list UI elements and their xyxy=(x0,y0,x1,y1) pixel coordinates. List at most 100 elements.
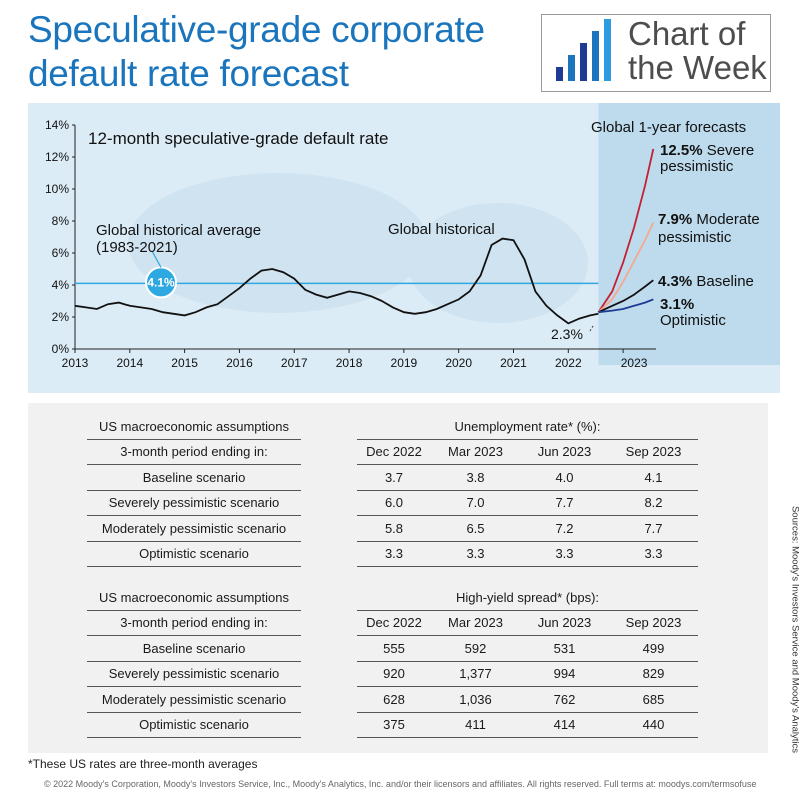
table-cell: 829 xyxy=(609,661,698,687)
table-cell: 685 xyxy=(609,686,698,713)
table-cell: 375 xyxy=(357,712,431,738)
table-row: Moderately pessimistic scenario 628 1,036 7… xyxy=(87,686,698,713)
table-cell: 7.2 xyxy=(520,515,609,542)
table-cell: 7.0 xyxy=(431,490,520,516)
table-row: Severely pessimistic scenario 6.0 7.0 7.7 8.… xyxy=(87,490,698,516)
table-row: Baseline scenario 3.7 3.8 4.0 4.1 xyxy=(87,464,698,491)
forecast-scenario-label-2: pessimistic xyxy=(658,229,732,246)
table-row: Optimistic scenario 375 411 414 440 xyxy=(87,712,698,738)
forecast-scenario-label: Moderate xyxy=(696,211,759,228)
spacer-cell xyxy=(301,541,357,567)
forecast-title: Global 1-year forecasts xyxy=(591,119,746,136)
series-line xyxy=(598,298,654,314)
historical-average-label: Global historical average xyxy=(96,222,261,239)
x-tick-label: 2013 xyxy=(62,356,89,370)
y-tick-label: 4% xyxy=(52,278,70,292)
spacer-cell xyxy=(301,516,357,542)
x-tick-label: 2015 xyxy=(171,356,198,370)
scenario-label: Severely pessimistic scenario xyxy=(87,661,301,687)
table-cell: 994 xyxy=(520,661,609,687)
table-cell: 3.7 xyxy=(357,464,431,491)
forecast-label: 7.9% Moderate xyxy=(658,211,760,228)
x-tick-label: 2014 xyxy=(116,356,143,370)
y-tick-label: 10% xyxy=(45,182,69,196)
y-tick-label: 2% xyxy=(52,310,70,324)
sources-text: Sources: Moody's Investors Service and M… xyxy=(789,505,800,754)
table-cell: 414 xyxy=(520,712,609,738)
y-tick-label: 0% xyxy=(52,342,70,356)
x-axis-band xyxy=(28,365,780,393)
spacer-cell xyxy=(301,490,357,516)
table-cell: 5.8 xyxy=(357,515,431,542)
forecast-scenario-label: Baseline xyxy=(696,273,754,290)
table-cell: 6.5 xyxy=(431,515,520,542)
forecast-value: 7.9% xyxy=(658,211,696,228)
spacer-cell xyxy=(301,465,357,491)
spacer-cell xyxy=(301,414,357,439)
forecast-label: 4.3% Baseline xyxy=(658,273,754,290)
scenario-label: Baseline scenario xyxy=(87,464,301,491)
series-line xyxy=(597,148,655,313)
spacer-cell xyxy=(301,712,357,738)
x-tick-label: 2018 xyxy=(336,356,363,370)
table-cell: 6.0 xyxy=(357,490,431,516)
sources-note: Sources: Moody's Investors Service and M… xyxy=(783,500,800,760)
series-line xyxy=(598,279,654,314)
badge-line-2: the Week xyxy=(628,49,767,86)
table-cell: 8.2 xyxy=(609,490,698,516)
scenario-label: Moderately pessimistic scenario xyxy=(87,686,301,713)
forecast-scenario-label: Optimistic xyxy=(660,312,726,329)
x-tick-label: 2016 xyxy=(226,356,253,370)
x-tick-label: 2022 xyxy=(555,356,582,370)
x-tick-label: 2017 xyxy=(281,356,308,370)
copyright: © 2022 Moody's Corporation, Moody's Inve… xyxy=(44,779,757,789)
scenario-label: Severely pessimistic scenario xyxy=(87,490,301,516)
forecast-label: 12.5% Severe xyxy=(660,142,754,159)
table-cell: 762 xyxy=(520,686,609,713)
table-cell: 531 xyxy=(520,635,609,662)
x-tick-label: 2021 xyxy=(500,356,527,370)
forecast-label: 3.1% xyxy=(660,296,694,313)
x-tick-label: 2020 xyxy=(445,356,472,370)
row-header: US macroeconomic assumptions xyxy=(87,414,301,440)
historical-average-leader xyxy=(151,250,162,268)
badge-line-1: Chart of xyxy=(628,15,746,52)
forecast-scenario-label: Severe xyxy=(707,142,755,159)
column-header: Jun 2023 xyxy=(520,610,609,636)
table-cell: 3.8 xyxy=(431,464,520,491)
table-cell: 3.3 xyxy=(520,541,609,567)
historical-series-label: Global historical xyxy=(388,221,495,238)
column-header: Dec 2022 xyxy=(357,439,431,465)
column-header: Sep 2023 xyxy=(609,610,698,636)
table-cell: 4.0 xyxy=(520,464,609,491)
forecast-scenario-label-2: pessimistic xyxy=(660,158,734,175)
column-header: Dec 2022 xyxy=(357,610,431,636)
spacer-cell xyxy=(301,636,357,662)
scenario-label: Baseline scenario xyxy=(87,635,301,662)
scenario-label: Optimistic scenario xyxy=(87,541,301,567)
table-header-row: US macroeconomic assumptions Unemployment… xyxy=(87,414,698,440)
table-row: Optimistic scenario 3.3 3.3 3.3 3.3 xyxy=(87,541,698,567)
table-cell: 628 xyxy=(357,686,431,713)
high-yield-spread-table: US macroeconomic assumptions High-yield s… xyxy=(87,585,698,738)
spacer-cell xyxy=(301,610,357,636)
column-header: Mar 2023 xyxy=(431,439,520,465)
page-title: Speculative-grade corporate default rate… xyxy=(28,9,485,94)
table-row: Baseline scenario 555 592 531 499 xyxy=(87,635,698,662)
table-row: Moderately pessimistic scenario 5.8 6.5 7.2… xyxy=(87,515,698,542)
forecast-value: 4.3% xyxy=(658,273,696,290)
column-header: Sep 2023 xyxy=(609,439,698,465)
x-tick-label: 2019 xyxy=(391,356,418,370)
spacer-cell xyxy=(301,687,357,713)
column-header: Mar 2023 xyxy=(431,610,520,636)
table-cell: 1,377 xyxy=(431,661,520,687)
world-map-shape xyxy=(128,173,428,313)
table-cell: 1,036 xyxy=(431,686,520,713)
forecast-region xyxy=(598,103,780,393)
historical-average-label-range: (1983-2021) xyxy=(96,239,178,256)
table-cell: 7.7 xyxy=(609,515,698,542)
period-label: 3-month period ending in: xyxy=(87,610,301,636)
y-tick-label: 8% xyxy=(52,214,70,228)
column-header-row: 3-month period ending in: Dec 2022 Mar 202… xyxy=(87,610,698,636)
table-cell: 411 xyxy=(431,712,520,738)
